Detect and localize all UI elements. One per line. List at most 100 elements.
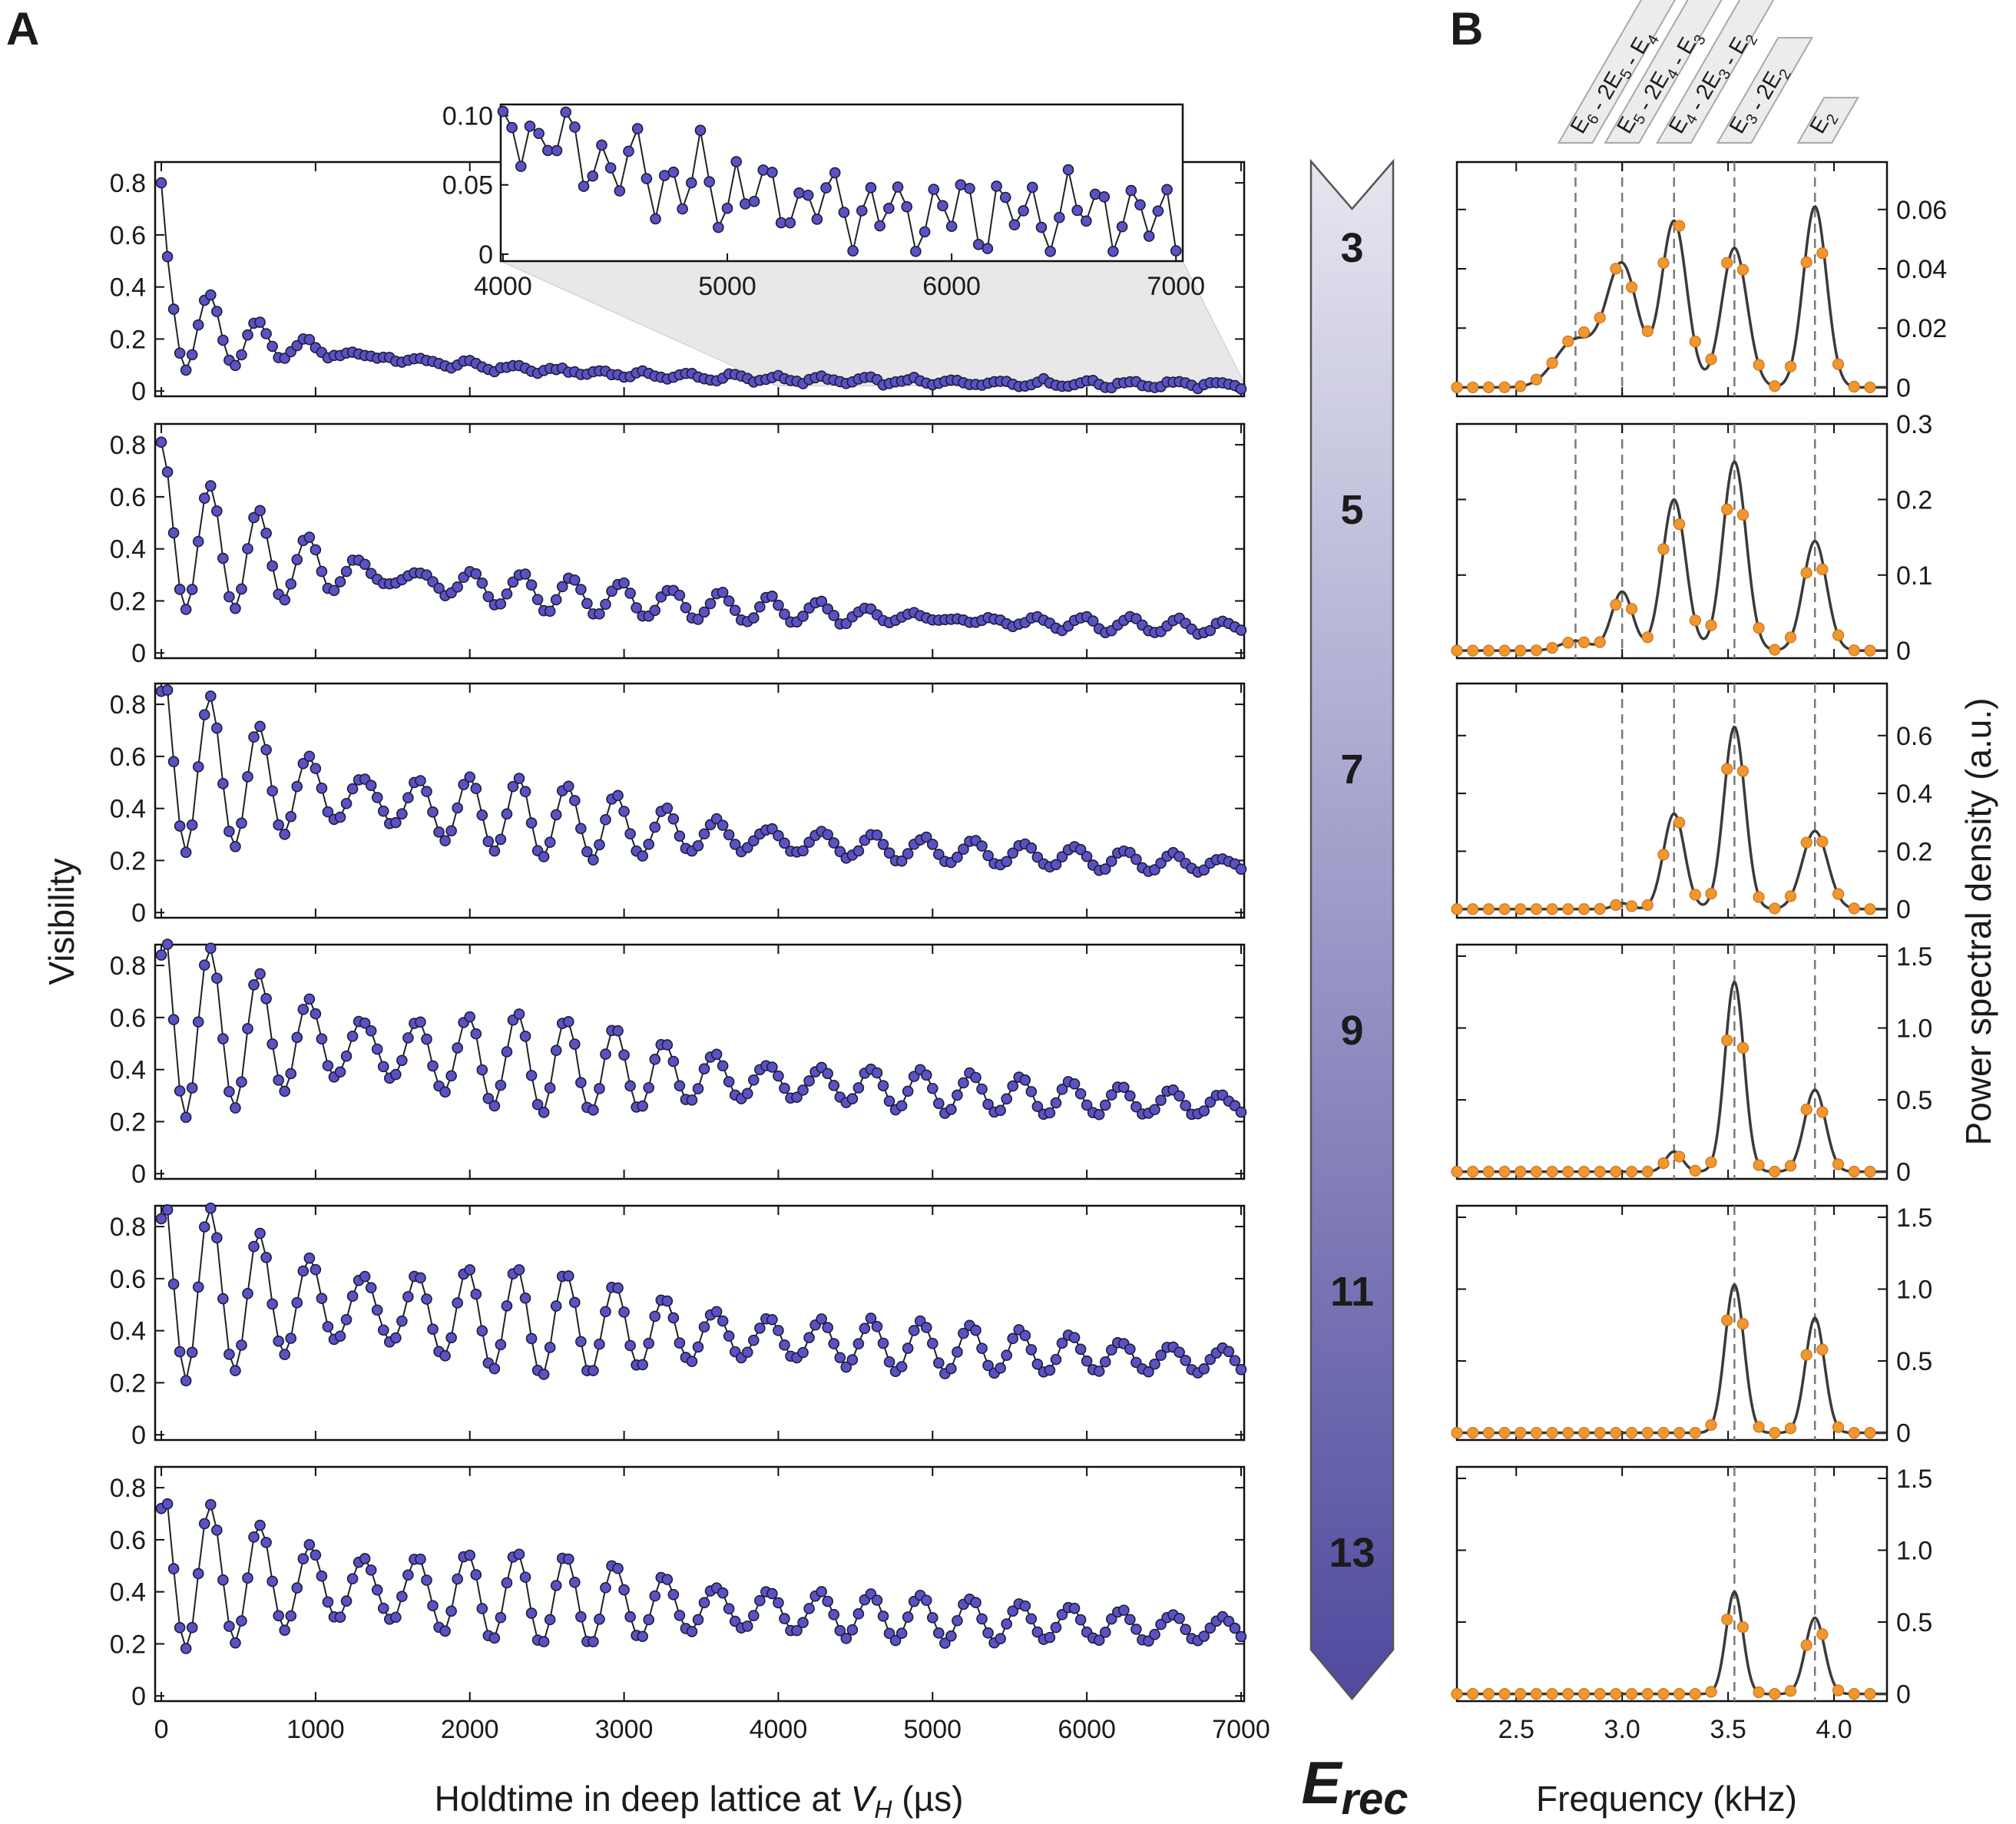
visibility-point — [482, 836, 495, 848]
visibility-point — [205, 480, 217, 492]
visibility-point — [852, 1338, 865, 1350]
psd-y-tick-label: 0 — [1896, 895, 1911, 925]
visibility-point — [1007, 847, 1019, 859]
panel-a-label: A — [6, 3, 39, 55]
psd-point — [1657, 849, 1670, 861]
visibility-point — [1174, 1090, 1185, 1102]
visibility-point — [952, 1346, 963, 1358]
visibility-point — [1031, 851, 1044, 863]
visibility-point — [846, 1624, 859, 1636]
inset-zoom-region — [500, 260, 1246, 386]
psd-point — [1451, 1166, 1463, 1178]
visibility-point — [377, 1061, 389, 1073]
inset-point — [999, 191, 1011, 204]
psd-point — [1546, 1427, 1558, 1439]
visibility-point — [1001, 1618, 1012, 1630]
psd-point — [1673, 1427, 1686, 1439]
visibility-point — [402, 1569, 414, 1581]
inset-point — [1098, 191, 1111, 203]
psd-point — [1498, 381, 1511, 393]
visibility-point — [1007, 1332, 1019, 1345]
visibility-point — [741, 842, 753, 854]
visibility-point — [223, 591, 235, 603]
visibility-point — [1223, 1346, 1235, 1358]
visibility-point — [1025, 1344, 1038, 1356]
visibility-point — [902, 1085, 914, 1097]
visibility-y-tick-label: 0 — [131, 1160, 146, 1189]
psd-point — [1498, 1427, 1511, 1439]
visibility-point — [1001, 1349, 1012, 1362]
visibility-point — [1155, 1349, 1167, 1362]
visibility-point — [933, 1627, 945, 1639]
visibility-point — [575, 1077, 587, 1088]
visibility-x-tick-label: 3000 — [595, 1715, 654, 1744]
visibility-point — [933, 1357, 945, 1369]
visibility-point — [883, 1095, 895, 1107]
visibility-point — [828, 1338, 840, 1349]
psd-point — [1769, 902, 1781, 915]
visibility-point — [1099, 1099, 1111, 1111]
psd-y-tick-label: 0 — [1896, 1680, 1911, 1710]
inset-point — [677, 203, 688, 215]
visibility-point — [273, 1074, 284, 1086]
visibility-point — [1007, 1605, 1019, 1617]
visibility-point — [161, 1204, 174, 1216]
inset-point — [524, 121, 536, 132]
x-label-sub: H — [874, 1796, 892, 1823]
psd-point — [1816, 247, 1829, 260]
visibility-point — [198, 1518, 210, 1530]
psd-point — [1625, 281, 1638, 293]
inset-point — [641, 173, 653, 184]
psd-point — [1577, 1427, 1591, 1439]
psd-point — [1546, 1166, 1558, 1178]
visibility-point — [852, 1082, 865, 1094]
visibility-point — [618, 577, 630, 589]
psd-point — [1689, 1688, 1701, 1700]
inset-x-tick-label: 5000 — [698, 272, 756, 301]
visibility-x-tick-label: 7000 — [1212, 1715, 1270, 1744]
visibility-point — [482, 1093, 495, 1104]
visibility-point — [501, 1300, 513, 1312]
visibility-point — [717, 1060, 729, 1072]
visibility-point — [167, 303, 180, 315]
psd-point — [1482, 1166, 1495, 1178]
psd-point — [1625, 900, 1638, 912]
psd-point — [1753, 1421, 1765, 1433]
visibility-point — [852, 845, 865, 857]
visibility-point — [976, 1342, 988, 1354]
psd-x-tick-label: 3.5 — [1710, 1715, 1746, 1744]
psd-point — [1530, 373, 1543, 386]
visibility-point — [1155, 1094, 1167, 1106]
visibility-y-tick-label: 0.6 — [110, 743, 146, 772]
visibility-point — [525, 817, 538, 829]
visibility-point — [958, 1077, 969, 1089]
visibility-point — [1130, 853, 1142, 866]
psd-point — [1736, 1318, 1750, 1330]
visibility-point — [1050, 1621, 1062, 1634]
visibility-point — [279, 1624, 291, 1636]
visibility-point — [1130, 1101, 1142, 1113]
inset-point — [1116, 220, 1128, 233]
visibility-point — [846, 1093, 859, 1105]
psd-point — [1562, 1688, 1574, 1700]
visibility-point — [1099, 1627, 1111, 1638]
visibility-point — [396, 1054, 408, 1067]
psd-point — [1482, 1688, 1495, 1700]
visibility-point — [470, 1569, 482, 1581]
visibility-point — [254, 968, 266, 980]
inset-point — [578, 180, 590, 192]
visibility-point — [865, 1313, 877, 1324]
psd-x-tick-label: 2.5 — [1498, 1715, 1534, 1744]
visibility-point — [569, 795, 581, 806]
visibility-point — [926, 839, 938, 850]
visibility-point — [766, 823, 778, 835]
inset-point — [820, 182, 832, 194]
psd-point — [1705, 1418, 1717, 1432]
psd-point — [1673, 1150, 1686, 1163]
visibility-y-tick-label: 0 — [131, 639, 146, 668]
visibility-point — [667, 1055, 680, 1068]
psd-point — [1451, 1427, 1463, 1439]
visibility-point — [649, 604, 661, 617]
psd-point — [1610, 1166, 1622, 1178]
visibility-y-tick-label: 0.2 — [110, 846, 146, 876]
